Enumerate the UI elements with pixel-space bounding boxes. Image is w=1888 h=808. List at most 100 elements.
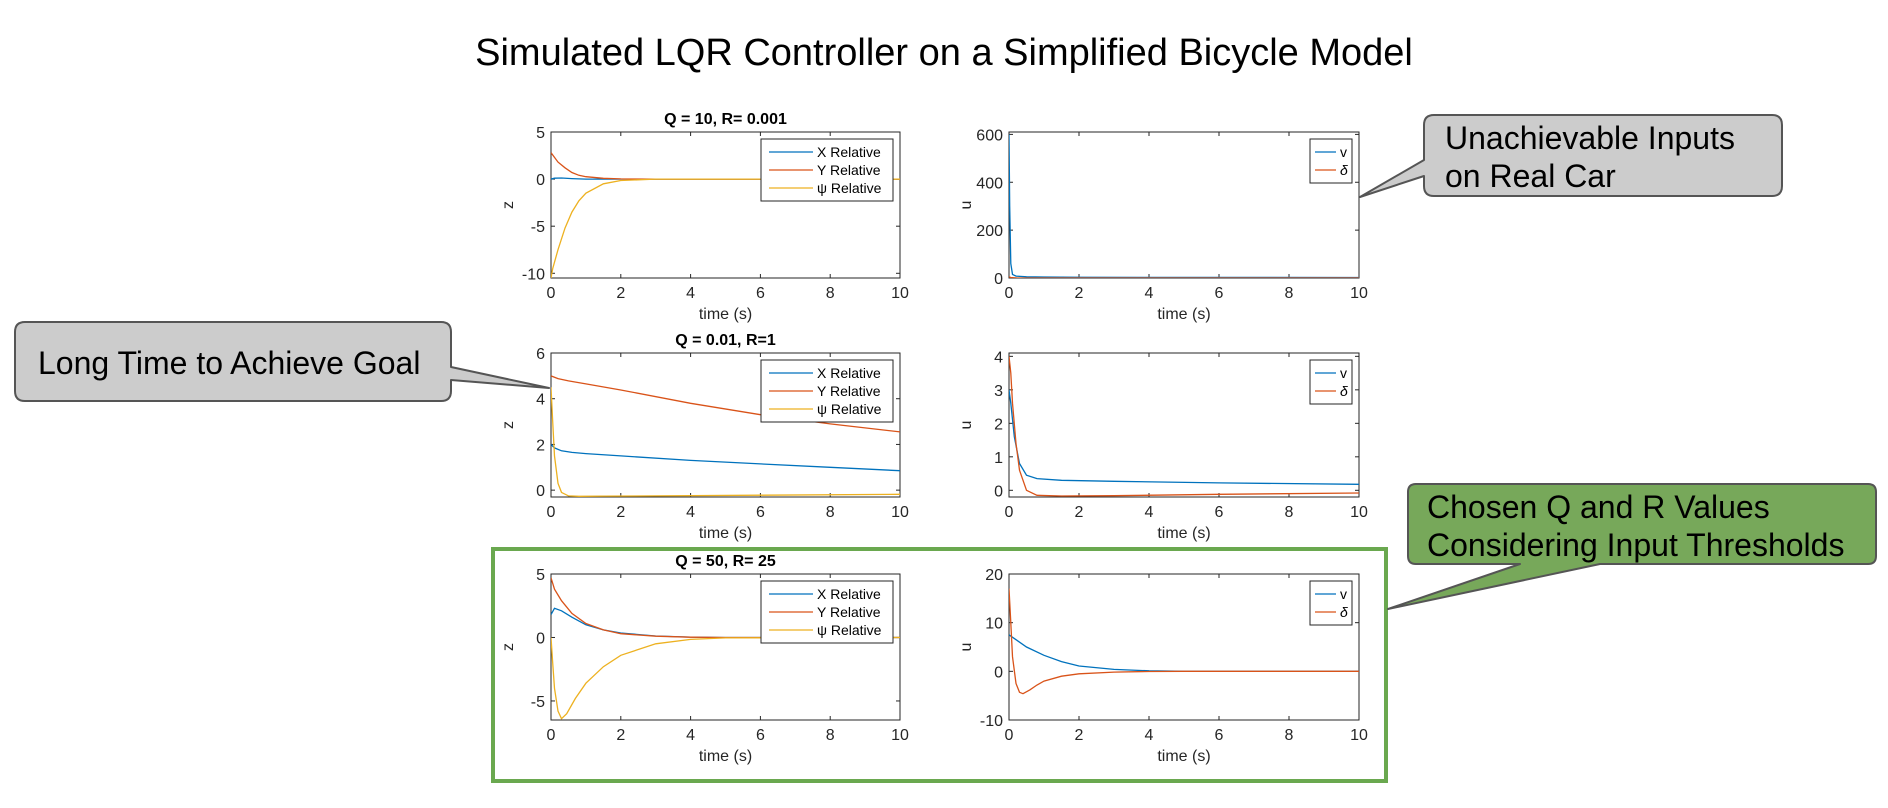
chart-title: Q = 0.01, R=1: [675, 332, 776, 349]
series-line: [551, 443, 900, 472]
callout-middle: Long Time to Achieve Goal: [14, 321, 550, 402]
y-tick-label: 0: [994, 664, 1003, 681]
y-axis-label: z: [500, 201, 517, 209]
x-tick-label: 8: [826, 504, 835, 521]
x-tick-label: 2: [616, 285, 625, 302]
y-tick-label: -5: [531, 219, 545, 236]
series-line: [1009, 588, 1359, 695]
x-tick-label: 10: [1350, 285, 1368, 302]
callout-top-text: Unachievable Inputs: [1445, 120, 1735, 156]
y-axis-label: z: [500, 421, 517, 429]
x-tick-label: 2: [1075, 285, 1084, 302]
callout-middle-shape: [14, 321, 550, 402]
chart-2: 0 2 4 6 8 10 0 200 400 600 time (s) u vδ: [958, 127, 1368, 323]
x-tick-label: 8: [1285, 727, 1294, 744]
x-tick-label: 6: [1215, 285, 1224, 302]
x-tick-label: 4: [1145, 727, 1154, 744]
axes-box: [1008, 352, 1360, 498]
y-tick-label: 2: [536, 437, 545, 454]
x-tick-label: 2: [1075, 727, 1084, 744]
x-tick-label: 10: [1350, 727, 1368, 744]
x-tick-label: 0: [1005, 504, 1014, 521]
x-tick-label: 4: [1145, 285, 1154, 302]
callout-top-shape: [1359, 114, 1783, 198]
series-line: [1009, 356, 1359, 497]
legend-label: X Relative: [817, 144, 881, 160]
page-title: Simulated LQR Controller on a Simplified…: [475, 32, 1413, 74]
y-tick-label: 0: [536, 483, 545, 500]
y-tick-label: 600: [976, 127, 1003, 144]
y-tick-label: 1: [994, 450, 1003, 467]
y-axis-label: u: [958, 643, 975, 652]
x-axis-label: time (s): [699, 525, 752, 542]
axes-box: [1008, 131, 1360, 279]
y-tick-label: 2: [994, 416, 1003, 433]
x-tick-label: 8: [1285, 504, 1294, 521]
callout-top-text: on Real Car: [1445, 158, 1616, 194]
y-tick-label: -5: [531, 694, 545, 711]
y-tick-label: 6: [536, 346, 545, 363]
x-tick-label: 8: [826, 727, 835, 744]
legend-label: v: [1340, 144, 1347, 160]
x-tick-label: 0: [547, 285, 556, 302]
y-tick-label: 0: [994, 483, 1003, 500]
x-tick-label: 0: [1005, 285, 1014, 302]
x-tick-label: 6: [756, 504, 765, 521]
legend-label: v: [1340, 586, 1347, 602]
legend-box: [1309, 580, 1353, 626]
legend-label: Y Relative: [817, 383, 881, 399]
x-tick-label: 4: [1145, 504, 1154, 521]
x-tick-label: 10: [1350, 504, 1368, 521]
x-tick-label: 6: [756, 727, 765, 744]
y-tick-label: 10: [985, 616, 1003, 633]
series-line: [551, 387, 900, 497]
x-tick-label: 4: [686, 727, 695, 744]
x-tick-label: 2: [616, 504, 625, 521]
callout-bottom-text: Considering Input Thresholds: [1427, 527, 1844, 563]
y-tick-label: -10: [980, 713, 1003, 730]
series-line: [551, 152, 900, 180]
x-tick-label: 6: [1215, 504, 1224, 521]
y-tick-label: 400: [976, 175, 1003, 192]
axes-box: [1008, 573, 1360, 721]
series-line: [1009, 276, 1359, 278]
x-axis-label: time (s): [1157, 306, 1210, 323]
x-axis-label: time (s): [699, 306, 752, 323]
x-tick-label: 0: [1005, 727, 1014, 744]
legend-label: X Relative: [817, 586, 881, 602]
legend-label: ψ Relative: [817, 622, 882, 638]
x-tick-label: 0: [547, 727, 556, 744]
callout-bottom-text: Chosen Q and R Values: [1427, 489, 1770, 525]
y-tick-label: 5: [536, 567, 545, 584]
series-line: [551, 178, 900, 278]
chart-1: 0 2 4 6 8 10 -10 -5 0 5 time (s) z Q = 10, R= 0.001 X…: [500, 111, 909, 323]
legend-label: δ: [1340, 383, 1348, 399]
x-tick-label: 10: [891, 727, 909, 744]
x-axis-label: time (s): [699, 748, 752, 765]
callout-bottom-shape: [1387, 483, 1877, 610]
x-tick-label: 2: [616, 727, 625, 744]
series-line: [551, 636, 900, 720]
legend-label: Y Relative: [817, 162, 881, 178]
series-line: [1009, 134, 1359, 278]
legend-label: δ: [1340, 162, 1348, 178]
x-tick-label: 6: [1215, 727, 1224, 744]
legend-label: ψ Relative: [817, 401, 882, 417]
x-tick-label: 8: [826, 285, 835, 302]
y-tick-label: 0: [536, 630, 545, 647]
y-tick-label: 4: [994, 349, 1003, 366]
x-axis-label: time (s): [1157, 748, 1210, 765]
y-tick-label: 5: [536, 125, 545, 142]
y-tick-label: 200: [976, 223, 1003, 240]
legend-label: ψ Relative: [817, 180, 882, 196]
x-tick-label: 10: [891, 504, 909, 521]
